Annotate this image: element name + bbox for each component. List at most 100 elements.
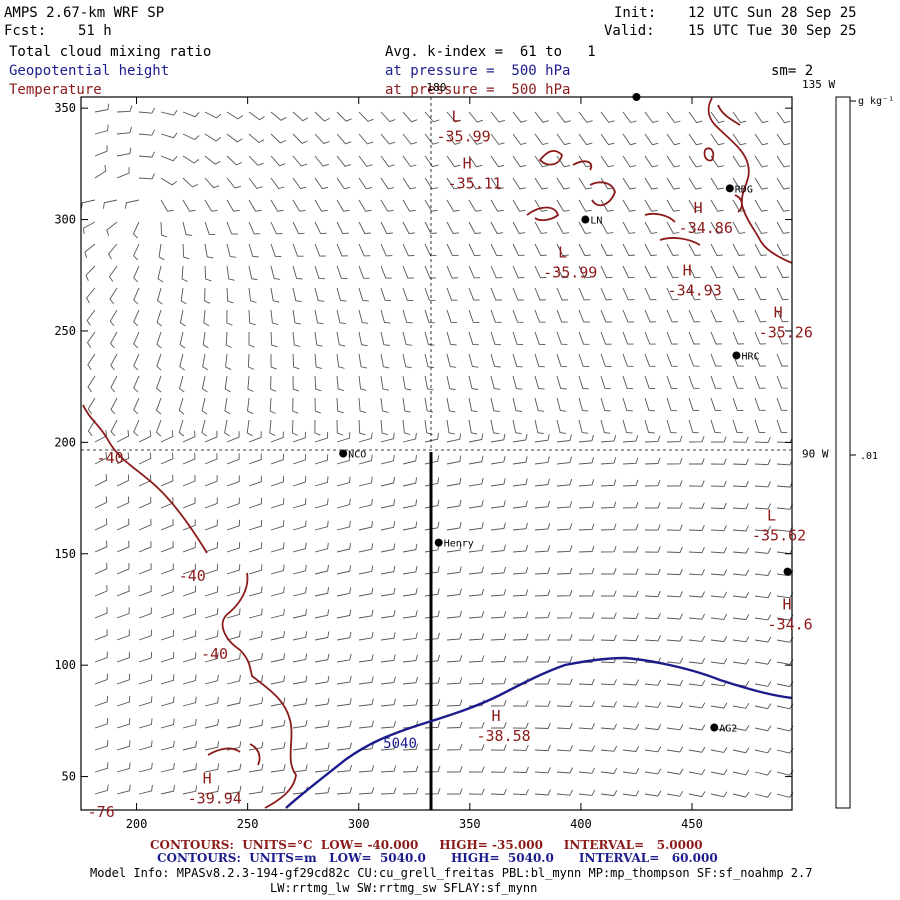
wind-barb [380,565,396,575]
wind-barb [336,133,352,145]
wind-barb [688,635,706,642]
wind-barb [600,155,615,168]
wind-barb [710,436,727,443]
extremum-value: -35.99 [437,128,491,146]
wind-barb [248,497,263,509]
wind-barb [556,199,570,212]
wind-barb [156,353,162,371]
wind-barb [666,635,684,642]
wind-barb [710,309,723,323]
wind-barb [270,586,285,597]
wind-barb [754,636,772,643]
wind-barb [116,784,131,795]
field-cloud: Total cloud mixing ratio [9,44,212,60]
wind-barb [225,331,232,348]
wind-barb [556,789,574,796]
wind-barb [402,632,418,641]
wind-barb [248,763,264,773]
wind-barb [314,454,329,465]
wind-barb [468,655,485,663]
wind-barb [380,432,395,443]
wind-barb [468,287,480,301]
wind-barb [179,353,185,371]
wind-barb [226,287,234,304]
wind-barb [644,243,657,257]
wind-barb [292,331,301,347]
wind-barb [380,521,396,531]
wind-barb [688,221,702,234]
wind-barb [204,674,219,685]
wind-barb [600,634,617,641]
wind-barb [402,375,412,391]
wind-barb [270,287,280,303]
wind-barb [358,698,374,707]
wind-barb [688,524,705,531]
y-tick-label: 150 [54,547,76,561]
wind-barb [446,287,458,301]
wind-barb [180,287,187,305]
wind-barb [358,199,372,212]
wind-barb [156,309,163,327]
wind-barb [336,609,352,619]
wind-barb [600,435,617,443]
wind-barb [248,630,263,641]
wind-barb [270,697,286,707]
wind-barb [116,629,130,641]
wind-barb [336,243,349,257]
wind-barb [94,629,108,641]
wind-barb [600,590,617,597]
wind-barb [754,503,772,510]
wind-barb [226,177,242,189]
wind-barb [622,287,635,301]
wind-barb [292,155,308,167]
wind-barb [468,177,482,190]
wind-barb [578,375,589,390]
wind-barb [534,478,550,487]
wind-barb [688,111,703,124]
wind-barb [380,375,389,391]
wind-barb [490,744,507,751]
wind-barb [644,524,661,531]
wind-barb [578,456,595,465]
wind-barb [424,397,434,413]
axis-tick-labels: 200 250 300 350 400 450 50 100 150 200 250 300 350 [54,101,703,831]
wind-barb [314,243,326,257]
wind-barb [94,607,108,619]
wind-barb [666,702,684,709]
wind-barb [358,654,374,663]
wind-barb [512,722,529,729]
wind-barb [424,743,441,751]
wind-barb [754,375,766,389]
extremum-symbol: H [683,261,692,279]
wind-barb [292,542,307,553]
wind-barb [600,457,617,465]
wind-barb [710,502,727,510]
wind-barb [292,675,308,685]
wind-barb [578,545,595,553]
wind-barb [246,419,253,437]
wind-barb [336,454,351,465]
wind-barb [270,453,284,465]
extremum-value: -34.86 [679,219,733,237]
wind-barb [666,353,678,367]
wind-barb [179,309,186,327]
wind-barb [87,375,96,393]
wind-barb [776,287,789,301]
wind-barb [732,331,745,345]
wind-barb [622,221,636,234]
wind-barb [248,586,263,597]
station-marker [710,723,719,732]
wind-barb [204,541,218,553]
wind-barb [490,133,505,145]
wind-barb [732,503,749,510]
wind-barb [490,611,507,619]
wind-barb [110,331,118,349]
wind-barb [336,353,345,369]
valid-value: 15 UTC Tue 30 Sep 25 [688,23,857,39]
temperature-contour-labels: -40 -40 -40 -76 [88,449,228,821]
wind-barb [270,631,285,641]
wind-barb [160,541,174,553]
wind-barb [512,199,526,212]
wind-barb [314,587,330,597]
wind-barb [468,788,485,795]
